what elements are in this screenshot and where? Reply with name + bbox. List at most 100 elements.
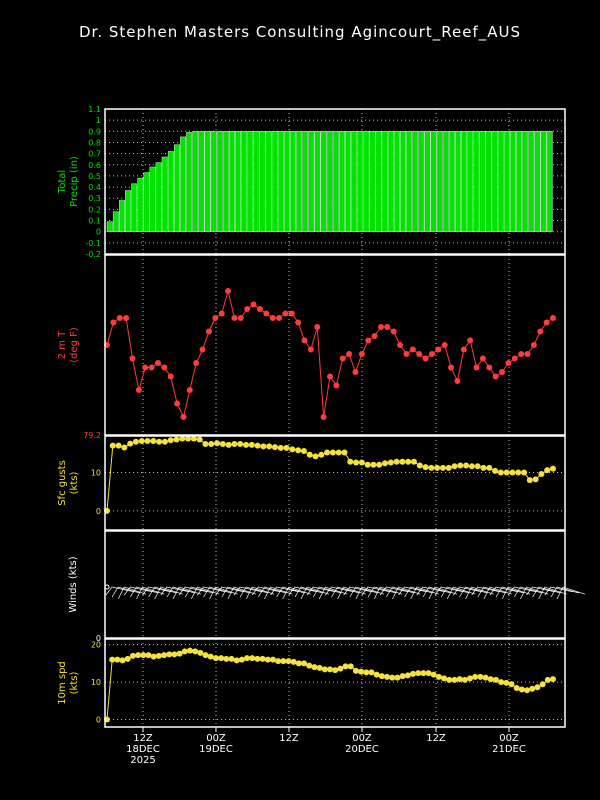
data-point [409, 346, 416, 353]
precip-bar [174, 144, 180, 232]
x-tick-label: 2025 [130, 755, 155, 766]
wind-barb [148, 586, 177, 598]
data-point [129, 652, 136, 659]
data-point [154, 360, 161, 366]
data-point [463, 462, 470, 469]
x-tick-label: 21DEC [492, 744, 526, 755]
wind-barb [282, 586, 311, 600]
data-point [339, 355, 346, 362]
data-point [376, 461, 383, 468]
data-point [307, 346, 314, 353]
x-tick-label: 12Z [133, 733, 153, 744]
data-point [460, 346, 467, 353]
data-point [358, 668, 365, 675]
panel-5: 20 10 0 10m spd (kts) [57, 638, 566, 728]
data-point [550, 465, 556, 472]
y-tick-label: 1 [96, 116, 101, 125]
data-point [467, 675, 474, 682]
wind-barb [459, 586, 488, 598]
data-point [115, 442, 122, 449]
data-point [428, 351, 435, 357]
precip-bar [271, 131, 278, 232]
precip-bar [351, 131, 358, 232]
data-point [397, 342, 404, 348]
precip-bar [283, 131, 290, 232]
wind-barb [239, 586, 269, 598]
data-point [180, 414, 187, 420]
data-point [295, 319, 302, 326]
data-point [518, 686, 525, 693]
data-point [526, 477, 533, 484]
wind-barb [495, 586, 525, 598]
y-axis-label: Sfc gusts [57, 460, 68, 506]
data-point [508, 681, 515, 688]
data-point [364, 461, 371, 468]
y-tick-label: 1.1 [88, 105, 101, 114]
precip-bar [412, 131, 419, 232]
wind-barb [209, 586, 238, 600]
wind-barb [130, 586, 159, 598]
precip-bar [485, 131, 492, 232]
data-point [171, 651, 178, 658]
data-point [365, 337, 372, 344]
wind-barb [349, 586, 378, 598]
wind-barb [538, 586, 567, 600]
data-point [150, 653, 157, 660]
data-point [363, 669, 370, 676]
data-point [467, 337, 474, 344]
y-axis-label: Precip (in) [69, 156, 80, 207]
data-point [150, 437, 157, 444]
data-point [428, 464, 435, 471]
y-axis-label: (deg F) [69, 327, 80, 363]
panel-frame [104, 254, 566, 436]
y-tick-label: 20 [91, 641, 101, 650]
data-point [316, 664, 323, 671]
data-point [289, 446, 296, 453]
data-point [282, 310, 289, 317]
data-point [337, 665, 344, 672]
data-point [312, 453, 319, 460]
wind-barb [386, 586, 415, 598]
data-point [524, 351, 531, 357]
data-point [250, 301, 257, 308]
data-point [140, 652, 147, 659]
data-point [399, 673, 406, 680]
data-point [114, 656, 121, 663]
wind-barb [172, 586, 202, 600]
precip-bar [491, 131, 498, 232]
precip-bar [357, 131, 364, 232]
data-point [382, 460, 389, 467]
data-point [538, 470, 545, 477]
data-point [254, 655, 261, 662]
data-point [167, 437, 174, 444]
precip-bar [400, 131, 406, 232]
data-point [256, 306, 263, 312]
data-point [332, 667, 339, 674]
precip-bar [455, 131, 461, 232]
data-point [327, 666, 333, 673]
wind-barb [404, 586, 433, 598]
data-point [454, 378, 461, 384]
data-point [472, 673, 479, 680]
data-point [377, 324, 384, 330]
data-point [482, 674, 489, 681]
data-point [212, 655, 219, 662]
data-point [259, 655, 266, 662]
precip-bar [125, 190, 132, 232]
data-point [393, 458, 400, 465]
data-point [260, 443, 267, 450]
data-point [532, 476, 539, 483]
data-point [503, 469, 510, 476]
wind-barb [373, 586, 403, 600]
y-tick-label: 0.8 [88, 138, 101, 147]
data-point [145, 652, 152, 659]
wind-barb [221, 586, 250, 598]
data-point [185, 435, 192, 442]
wind-barb [416, 586, 445, 596]
precip-bar [393, 131, 400, 232]
wind-barb [166, 586, 196, 598]
precip-bar [345, 131, 351, 232]
data-point [342, 663, 349, 670]
data-point [202, 441, 209, 448]
